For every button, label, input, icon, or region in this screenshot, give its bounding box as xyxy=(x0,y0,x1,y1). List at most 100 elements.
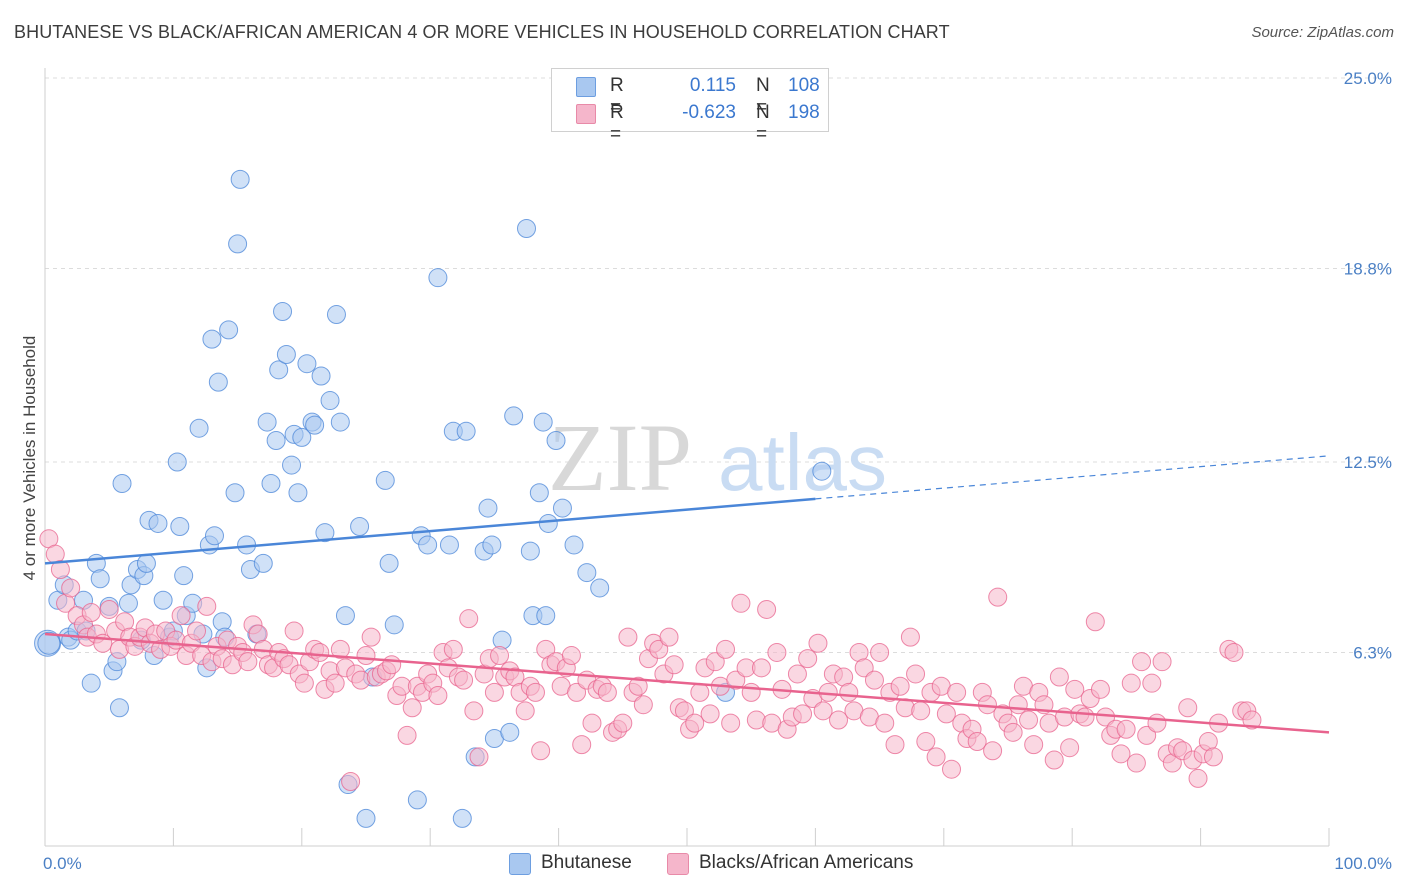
point-black-african-american xyxy=(829,710,849,730)
series-swatch-bhutanese xyxy=(509,853,531,875)
point-black-african-american xyxy=(597,682,617,702)
bhutanese-points xyxy=(34,169,832,828)
point-bhutanese xyxy=(428,268,448,288)
legend-n-value: 108 xyxy=(788,75,820,96)
point-black-african-american xyxy=(649,639,669,659)
point-black-african-american xyxy=(99,599,119,619)
point-bhutanese xyxy=(384,615,404,635)
point-black-african-american xyxy=(628,676,648,696)
point-black-african-american xyxy=(793,704,813,724)
point-bhutanese xyxy=(326,305,346,325)
point-bhutanese xyxy=(136,553,156,573)
point-black-african-american xyxy=(197,596,217,616)
point-bhutanese xyxy=(257,412,277,432)
point-black-african-american xyxy=(1126,753,1146,773)
point-bhutanese xyxy=(253,553,273,573)
point-bhutanese xyxy=(320,391,340,411)
axes xyxy=(44,68,1330,847)
point-black-african-american xyxy=(187,621,207,641)
point-black-african-american xyxy=(900,627,920,647)
legend-n-label: N = xyxy=(756,102,770,145)
point-black-african-american xyxy=(572,735,592,755)
chart-source: Source: ZipAtlas.com xyxy=(1251,24,1394,41)
correlation-legend: R = 0.115 N = 108 R = -0.623 N = 198 xyxy=(551,68,829,145)
point-bhutanese xyxy=(330,412,350,432)
trend-line-bhutanese xyxy=(44,497,816,565)
point-bhutanese xyxy=(230,169,250,189)
point-black-african-american xyxy=(61,578,81,598)
point-black-african-american xyxy=(1132,652,1152,672)
point-bhutanese xyxy=(564,535,584,555)
x-tick-label-max: 100.0% xyxy=(1334,854,1392,873)
point-black-african-american xyxy=(936,704,956,724)
point-black-african-american xyxy=(443,639,463,659)
legend-r-value: -0.623 xyxy=(682,102,736,123)
point-bhutanese xyxy=(456,421,476,441)
point-bhutanese xyxy=(418,535,438,555)
point-black-african-american xyxy=(1178,698,1198,718)
point-black-african-american xyxy=(967,732,987,752)
point-black-african-american xyxy=(490,646,510,666)
point-black-african-american xyxy=(294,673,314,693)
point-black-african-american xyxy=(916,732,936,752)
point-black-african-american xyxy=(751,658,771,678)
point-black-african-american xyxy=(1111,744,1131,764)
y-tick-label: 12.5% xyxy=(1344,453,1392,472)
point-bhutanese xyxy=(533,412,553,432)
point-black-african-american xyxy=(361,627,381,647)
point-black-african-american xyxy=(864,670,884,690)
point-black-african-american xyxy=(238,652,258,672)
point-black-african-american xyxy=(582,713,602,733)
point-black-african-american xyxy=(741,682,761,702)
point-black-african-american xyxy=(674,701,694,721)
point-black-african-american xyxy=(325,673,345,693)
point-bhutanese xyxy=(112,474,132,494)
point-black-african-american xyxy=(1188,768,1208,788)
point-black-african-american xyxy=(1024,735,1044,755)
point-bhutanese xyxy=(590,578,610,598)
point-black-african-american xyxy=(330,639,350,659)
point-black-african-american xyxy=(690,682,710,702)
point-black-african-american xyxy=(767,642,787,662)
point-bhutanese xyxy=(439,535,459,555)
chart-title: BHUTANESE VS BLACK/AFRICAN AMERICAN 4 OR… xyxy=(14,22,950,42)
point-bhutanese xyxy=(305,415,325,435)
legend-r-label: R = xyxy=(610,102,624,145)
point-black-african-american xyxy=(341,771,361,791)
point-black-african-american xyxy=(613,713,633,733)
point-bhutanese xyxy=(517,219,536,239)
point-black-african-american xyxy=(947,682,967,702)
y-axis-label: 4 or more Vehicles in Household xyxy=(20,336,39,581)
tick-labels: 6.3% 12.5% 18.8% 25.0% 0.0% 100.0% xyxy=(43,69,1392,873)
trend-lines xyxy=(44,455,1330,734)
point-bhutanese xyxy=(219,320,239,340)
point-black-african-american xyxy=(1203,747,1223,767)
legend-n-value: 198 xyxy=(788,102,820,123)
point-black-african-american xyxy=(700,704,720,724)
point-bhutanese xyxy=(500,722,520,742)
point-black-african-american xyxy=(397,725,417,745)
point-bhutanese xyxy=(148,513,168,533)
point-black-african-american xyxy=(1147,713,1167,733)
point-black-african-american xyxy=(787,664,807,684)
point-black-african-american xyxy=(1075,707,1095,727)
point-black-african-american xyxy=(166,630,186,650)
point-black-african-american xyxy=(469,747,489,767)
point-bhutanese xyxy=(375,470,395,490)
point-bhutanese xyxy=(118,593,138,613)
point-black-african-american xyxy=(81,603,101,623)
point-bhutanese xyxy=(261,474,281,494)
point-black-african-american xyxy=(459,609,479,629)
point-black-african-american xyxy=(839,682,859,702)
point-black-african-american xyxy=(1019,710,1039,730)
point-bhutanese xyxy=(81,673,101,693)
point-bhutanese xyxy=(812,461,832,481)
y-tick-label: 6.3% xyxy=(1353,643,1392,662)
point-black-african-american xyxy=(926,747,946,767)
point-bhutanese xyxy=(292,427,312,447)
point-bhutanese xyxy=(273,301,293,321)
point-bhutanese xyxy=(167,452,187,472)
y-tick-label: 18.8% xyxy=(1344,259,1392,278)
legend-swatch-black-african-american xyxy=(576,104,596,124)
point-black-african-american xyxy=(1060,738,1080,758)
